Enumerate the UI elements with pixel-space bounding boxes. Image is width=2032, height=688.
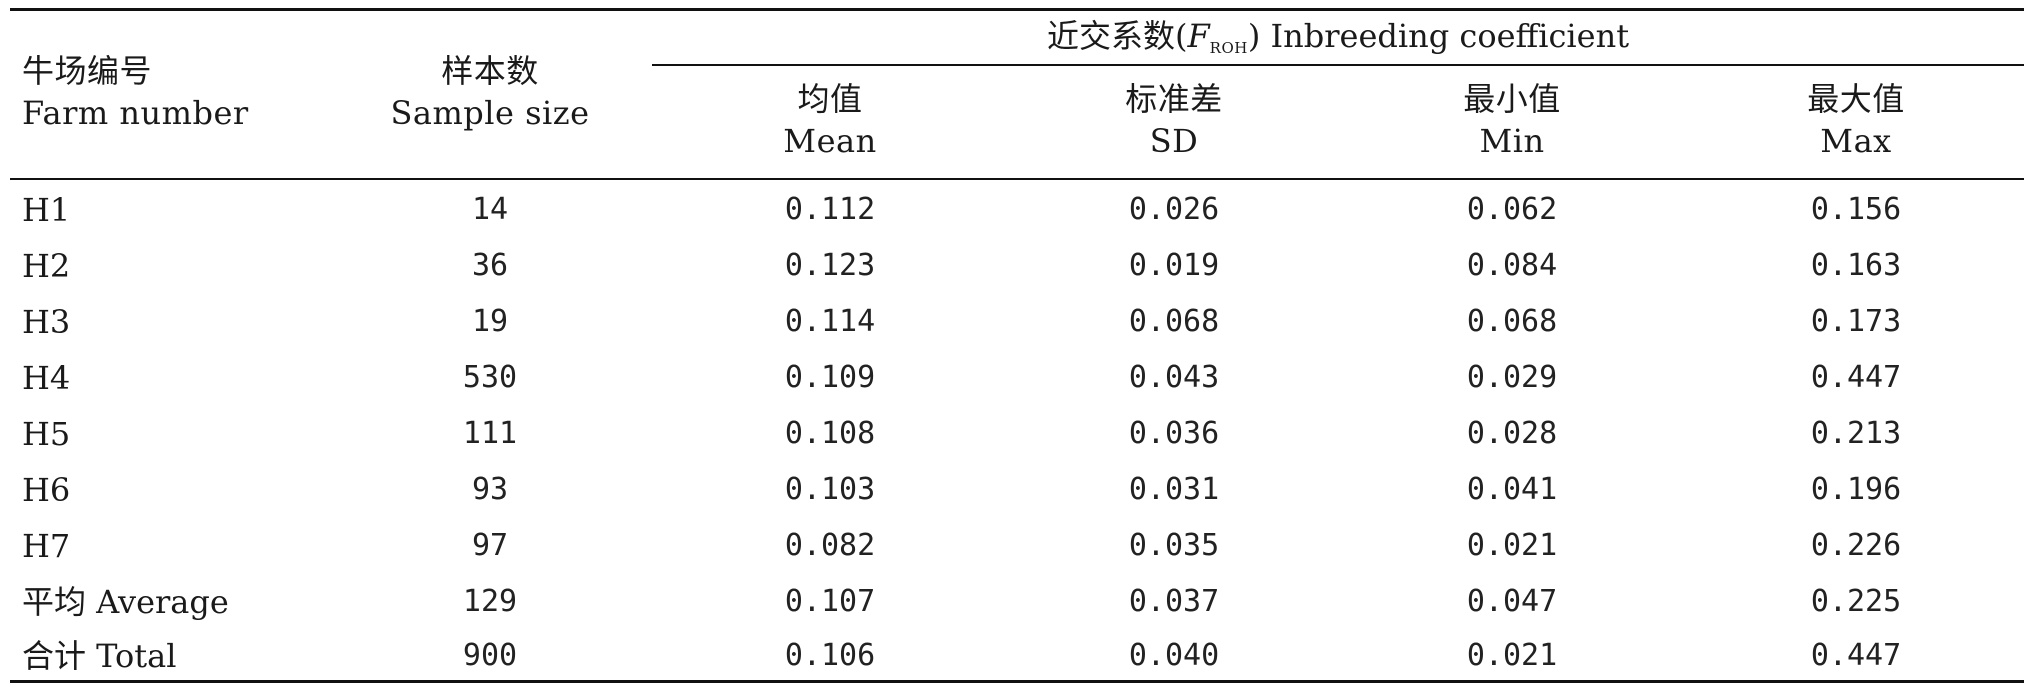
cell-min: 0.047: [1466, 584, 1558, 619]
header-mean: 均值 Mean: [730, 78, 930, 162]
cell-sd: 0.040: [1128, 638, 1220, 673]
header-mean-zh: 均值: [797, 80, 863, 118]
header-group-prefix: 近交系数(: [1046, 17, 1188, 55]
header-max-zh: 最大值: [1807, 80, 1905, 118]
cell-max: 0.447: [1810, 638, 1902, 673]
cell-sd: 0.037: [1128, 584, 1220, 619]
cell-farm: H1: [22, 191, 71, 229]
cell-max: 0.447: [1810, 360, 1902, 395]
cell-farm: 平均 Average: [22, 583, 229, 621]
header-sd-zh: 标准差: [1125, 80, 1223, 118]
cell-min: 0.084: [1466, 248, 1558, 283]
cell-max: 0.156: [1810, 192, 1902, 227]
cell-farm: 合计 Total: [22, 637, 177, 675]
cell-sd: 0.036: [1128, 416, 1220, 451]
cell-n: 97: [471, 528, 509, 563]
cell-max: 0.173: [1810, 304, 1902, 339]
cell-max: 0.196: [1810, 472, 1902, 507]
header-sample: 样本数 Sample size: [390, 50, 590, 134]
header-rule: [10, 178, 2024, 180]
cell-min: 0.028: [1466, 416, 1558, 451]
cell-min: 0.062: [1466, 192, 1558, 227]
group-rule: [652, 64, 2024, 66]
cell-max: 0.213: [1810, 416, 1902, 451]
cell-n: 93: [471, 472, 509, 507]
cell-n: 36: [471, 248, 509, 283]
cell-n: 111: [462, 416, 518, 451]
cell-max: 0.163: [1810, 248, 1902, 283]
header-group-suffix: ) Inbreeding coefficient: [1247, 17, 1630, 55]
cell-farm: H5: [22, 415, 71, 453]
header-sd-en: SD: [1149, 122, 1199, 160]
cell-sd: 0.026: [1128, 192, 1220, 227]
header-farm-en: Farm number: [22, 94, 249, 132]
cell-sd: 0.019: [1128, 248, 1220, 283]
cell-sd: 0.031: [1128, 472, 1220, 507]
cell-farm: H3: [22, 303, 71, 341]
cell-n: 900: [462, 638, 518, 673]
cell-n: 19: [471, 304, 509, 339]
header-min-en: Min: [1479, 122, 1545, 160]
cell-mean: 0.103: [784, 472, 876, 507]
top-rule: [10, 8, 2024, 11]
header-sd: 标准差 SD: [1074, 78, 1274, 162]
cell-farm: H7: [22, 527, 71, 565]
cell-mean: 0.082: [784, 528, 876, 563]
cell-min: 0.068: [1466, 304, 1558, 339]
header-farm-zh: 牛场编号: [22, 52, 153, 90]
cell-farm: H6: [22, 471, 71, 509]
header-group-f: F: [1187, 17, 1210, 55]
cell-mean: 0.109: [784, 360, 876, 395]
header-sample-zh: 样本数: [441, 52, 539, 90]
cell-mean: 0.114: [784, 304, 876, 339]
cell-max: 0.226: [1810, 528, 1902, 563]
cell-min: 0.041: [1466, 472, 1558, 507]
cell-min: 0.021: [1466, 528, 1558, 563]
header-min: 最小值 Min: [1412, 78, 1612, 162]
header-group: 近交系数(FROH) Inbreeding coefficient: [652, 16, 2024, 68]
cell-min: 0.029: [1466, 360, 1558, 395]
cell-mean: 0.106: [784, 638, 876, 673]
cell-mean: 0.108: [784, 416, 876, 451]
cell-sd: 0.035: [1128, 528, 1220, 563]
cell-n: 14: [471, 192, 509, 227]
bottom-rule: [10, 680, 2024, 683]
header-max-en: Max: [1820, 122, 1892, 160]
cell-sd: 0.043: [1128, 360, 1220, 395]
header-max: 最大值 Max: [1756, 78, 1956, 162]
cell-farm: H4: [22, 359, 71, 397]
cell-max: 0.225: [1810, 584, 1902, 619]
cell-sd: 0.068: [1128, 304, 1220, 339]
cell-min: 0.021: [1466, 638, 1558, 673]
header-group-sub: ROH: [1209, 39, 1248, 57]
cell-n: 530: [462, 360, 518, 395]
cell-n: 129: [462, 584, 518, 619]
header-mean-en: Mean: [783, 122, 877, 160]
header-sample-en: Sample size: [390, 94, 590, 132]
cell-farm: H2: [22, 247, 71, 285]
header-farm: 牛场编号 Farm number: [22, 50, 249, 134]
header-min-zh: 最小值: [1463, 80, 1561, 118]
cell-mean: 0.112: [784, 192, 876, 227]
cell-mean: 0.123: [784, 248, 876, 283]
cell-mean: 0.107: [784, 584, 876, 619]
